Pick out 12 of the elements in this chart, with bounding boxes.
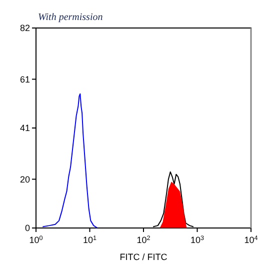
y-tick-label: 82 [20, 23, 30, 34]
x-tick-label: 10$^{0}$ [29, 234, 44, 245]
x-tick-label: 10$^{1}$ [82, 234, 97, 245]
text: With permission [38, 12, 103, 23]
y-tick-label: 61 [20, 74, 30, 84]
y-tick-label: 20 [20, 174, 30, 184]
x-axis-title: FITC / FITC [120, 252, 168, 262]
x-tick-label: 10$^{4}$ [244, 234, 258, 245]
y-tick-label: 41 [20, 123, 30, 134]
x-tick-label: 10$^{3}$ [190, 234, 204, 245]
y-tick-label: 0 [24, 223, 30, 234]
x-tick-label: 10$^{2}$ [136, 234, 151, 245]
